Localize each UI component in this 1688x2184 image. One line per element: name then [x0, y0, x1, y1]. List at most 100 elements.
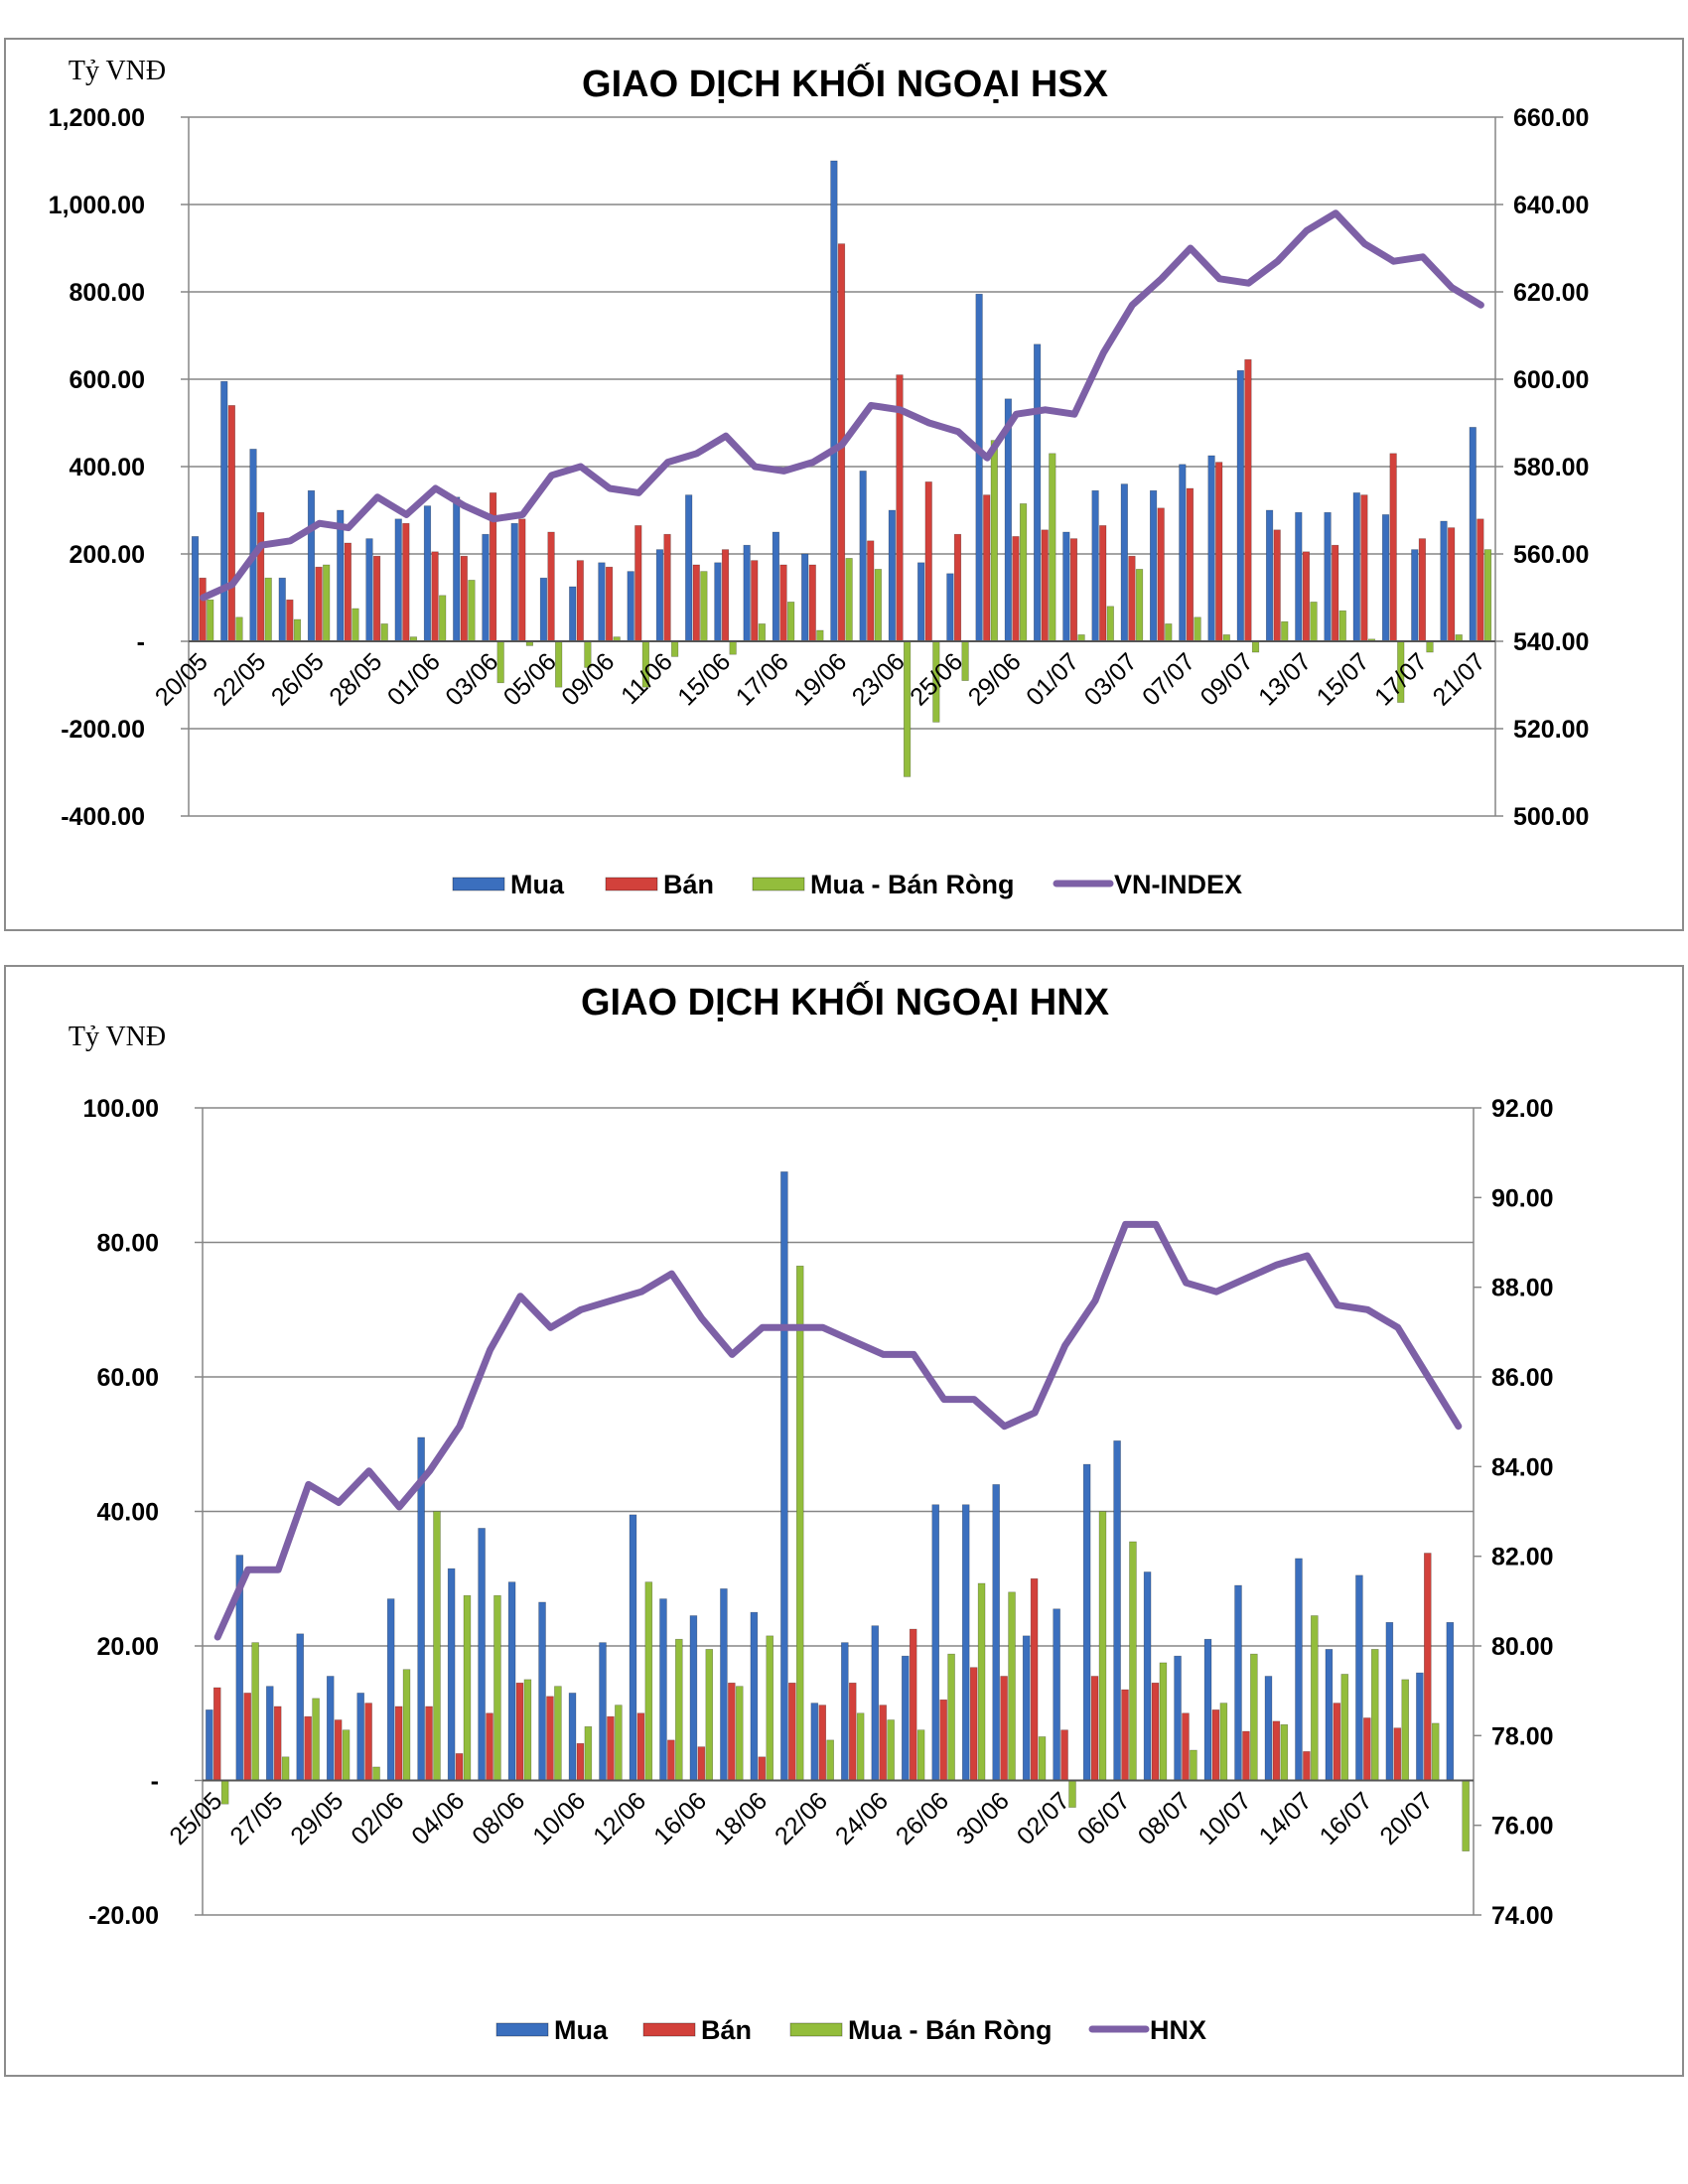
x-tick-label: 05/06: [498, 647, 562, 711]
bar-mua-13-07: [1264, 1676, 1273, 1781]
bar-mua-17-06: [720, 1588, 728, 1781]
line-point-hnx: [668, 1271, 674, 1277]
bar-mua-15-06: [714, 562, 722, 642]
bar-mua-b-n-r-ng-19-06: [795, 1265, 804, 1781]
x-tick-label: 08/06: [467, 1787, 530, 1850]
x-tick-label: 01/06: [382, 647, 446, 711]
line-point-vn-index: [1013, 411, 1019, 417]
hnx-chart: GIAO DỊCH KHỐI NGOẠI HNX Tỷ VNĐ -20.00-2…: [69, 979, 1554, 2045]
bar-mua-15-07: [1325, 1649, 1334, 1781]
x-tick-label: 15/07: [1312, 647, 1375, 711]
bar-mua-18-06: [750, 1611, 759, 1781]
bar-mua-b-n-r-ng-27-05: [352, 608, 359, 642]
bar-b-n-16-07: [1389, 453, 1397, 642]
bar-b-n-20-05: [199, 577, 207, 642]
line-point-hnx: [1213, 1289, 1219, 1295]
line-point-hnx: [1364, 1306, 1370, 1312]
x-tick-label: 16/07: [1315, 1787, 1378, 1850]
bar-b-n-28-05: [304, 1715, 312, 1781]
bar-b-n-29-06: [969, 1667, 978, 1781]
bar-mua-b-n-r-ng-10-07: [1250, 1653, 1258, 1781]
bar-mua-02-07: [1091, 489, 1099, 642]
bar-mua-28-05: [296, 1633, 305, 1781]
line-point-hnx: [488, 1347, 493, 1353]
bar-b-n-09-06: [605, 566, 614, 642]
bar-mua-b-n-r-ng-26-05: [323, 564, 331, 642]
line-point-vn-index: [403, 511, 409, 517]
y2-tick-label: 84.00: [1491, 1453, 1554, 1481]
line-point-hnx: [578, 1306, 584, 1312]
line-point-vn-index: [1188, 245, 1194, 251]
bar-mua-11-06: [599, 1642, 607, 1781]
bar-b-n-14-07: [1303, 1751, 1311, 1781]
bar-b-n-21-07: [1477, 518, 1484, 642]
bar-mua-09-06: [598, 562, 606, 642]
bar-b-n-06-07: [1121, 1689, 1129, 1781]
x-tick-label: 13/07: [1253, 647, 1317, 711]
bar-mua-16-06: [743, 544, 751, 642]
bar-mua-b-n-r-ng-16-07: [1370, 1649, 1379, 1781]
bar-b-n-20-07: [1448, 527, 1456, 642]
bar-mua-25-06: [946, 573, 954, 642]
x-tick-label: 22/05: [208, 647, 271, 711]
bar-mua-b-n-r-ng-26-05: [251, 1642, 259, 1781]
chart-title: GIAO DỊCH KHỐI NGOẠI HSX: [582, 61, 1109, 105]
line-point-hnx: [1032, 1410, 1038, 1416]
line-point-hnx: [1092, 1297, 1098, 1303]
chart-title: GIAO DỊCH KHỐI NGOẠI HNX: [581, 979, 1110, 1024]
bar-b-n-10-06: [576, 1742, 585, 1781]
bar-mua-b-n-r-ng-17-07: [1401, 1679, 1409, 1781]
bar-b-n-20-07: [1424, 1553, 1432, 1781]
y2-tick-label: 92.00: [1491, 1095, 1554, 1123]
y2-tick-label: 500.00: [1513, 803, 1589, 831]
legend-label-mua-b-n-r-ng: Mua - Bán Ròng: [810, 870, 1014, 899]
bar-mua-11-06: [655, 549, 664, 642]
line-point-hnx: [547, 1324, 553, 1330]
bar-b-n-02-07: [1060, 1729, 1068, 1781]
x-tick-label: 10/07: [1194, 1787, 1257, 1850]
bar-mua-05-06: [539, 577, 548, 642]
line-point-vn-index: [926, 420, 932, 426]
bar-mua-02-07: [1053, 1608, 1060, 1781]
bar-mua-02-06: [386, 1598, 395, 1781]
bar-mua-b-n-r-ng-06-07: [1165, 623, 1173, 642]
bar-mua-21-05: [220, 380, 228, 642]
bar-mua-14-07: [1324, 511, 1332, 642]
bar-b-n-04-06: [518, 518, 526, 642]
y-tick-label: -20.00: [88, 1902, 159, 1930]
bar-b-n-12-06: [692, 564, 700, 642]
bar-mua-b-n-r-ng-03-07: [1098, 1511, 1107, 1781]
bar-b-n-24-06: [879, 1705, 887, 1781]
bar-b-n-29-06: [1012, 536, 1020, 642]
bar-mua-02-06: [453, 496, 461, 642]
bar-b-n-26-06: [983, 494, 991, 642]
bar-b-n-01-07: [1069, 538, 1078, 642]
bar-mua-07-07: [1143, 1571, 1152, 1781]
hsx-chart-panel: GIAO DỊCH KHỐI NGOẠI HSX Tỷ VNĐ -400.00-…: [4, 38, 1684, 931]
bar-mua-b-n-r-ng-11-06: [671, 640, 679, 657]
bar-mua-08-06: [507, 1581, 516, 1781]
bar-b-n-17-07: [1393, 1727, 1402, 1781]
line-point-vn-index: [1361, 241, 1367, 247]
line-point-vn-index: [317, 520, 323, 526]
x-tick-label: 08/07: [1133, 1787, 1196, 1850]
bar-b-n-26-06: [939, 1699, 947, 1781]
line-point-vn-index: [607, 485, 613, 491]
bar-mua-b-n-r-ng-15-06: [729, 640, 737, 655]
line-point-hnx: [638, 1289, 644, 1295]
bar-mua-b-n-r-ng-02-06: [468, 580, 476, 642]
bar-mua-17-07: [1385, 1621, 1394, 1781]
bar-mua-b-n-r-ng-23-06: [856, 1712, 865, 1781]
bar-mua-b-n-r-ng-29-06: [1019, 503, 1028, 642]
bar-mua-06-07: [1113, 1440, 1121, 1781]
bar-b-n-29-05: [334, 1719, 343, 1781]
line-point-hnx: [789, 1324, 795, 1330]
x-tick-label: 29/06: [963, 647, 1027, 711]
bar-mua-03-07: [1082, 1463, 1091, 1781]
bar-mua-30-06: [992, 1484, 1000, 1781]
x-tick-label: 21/07: [1428, 647, 1491, 711]
bar-b-n-21-05: [227, 405, 235, 642]
bar-b-n-10-06: [634, 525, 642, 642]
bar-b-n-16-06: [697, 1746, 706, 1781]
bar-mua-12-06: [629, 1514, 637, 1781]
